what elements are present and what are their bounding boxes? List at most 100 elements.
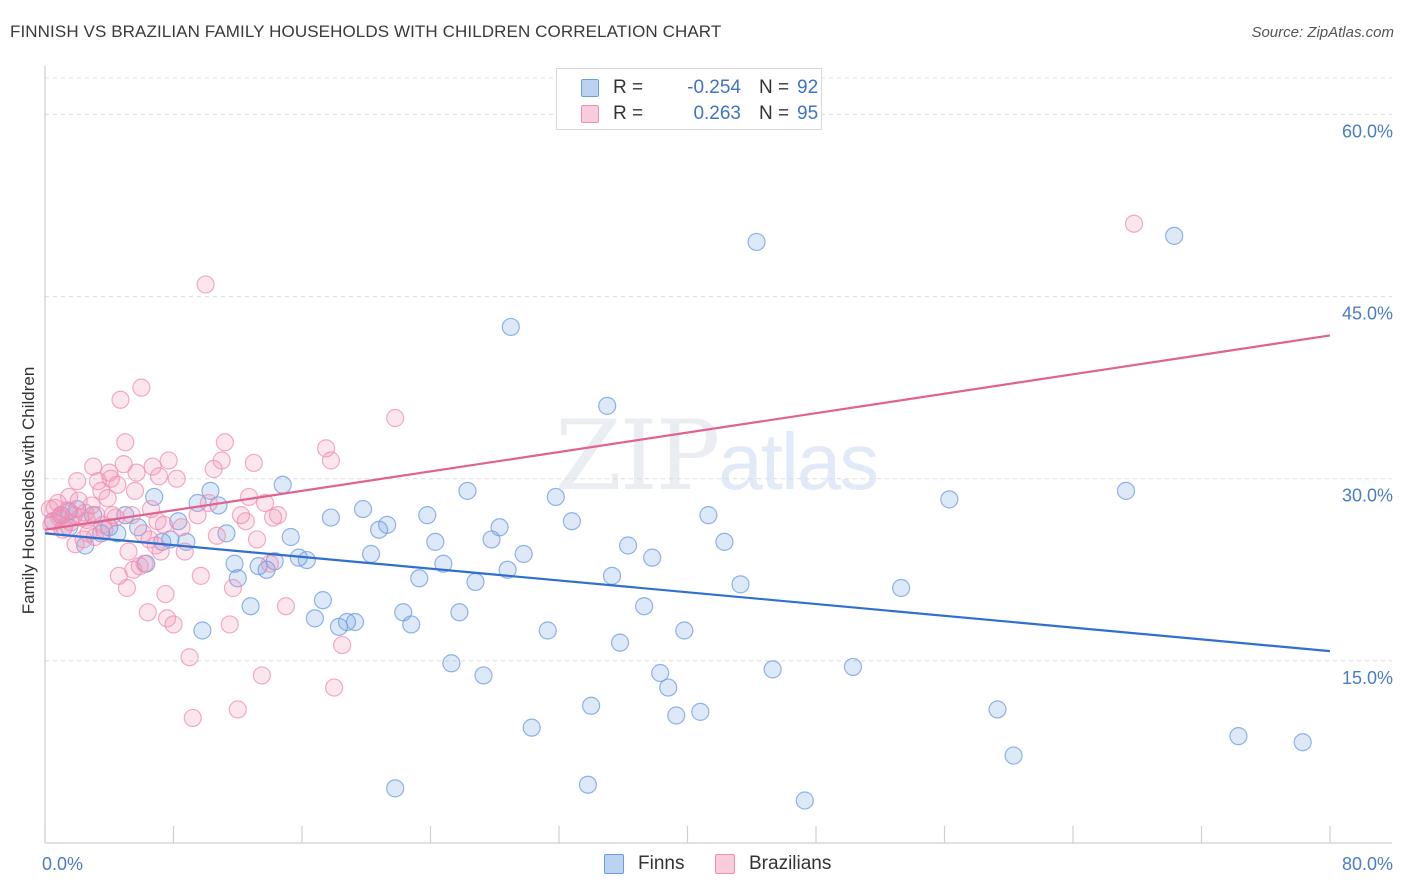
- finns-point: [241, 597, 260, 616]
- brazilians-point: [159, 451, 178, 470]
- brazilians-point: [386, 408, 405, 428]
- finns-point: [1293, 733, 1312, 752]
- brazilians-point: [215, 433, 234, 452]
- brazilians-point: [101, 469, 120, 488]
- x-tick-label-max: 80.0%: [1342, 854, 1393, 874]
- finns-point: [490, 518, 509, 537]
- finns-point: [386, 779, 405, 798]
- watermark-atlas: atlas: [718, 417, 879, 506]
- finns-point: [361, 544, 381, 564]
- finns-swatch: [581, 79, 599, 97]
- finns-point: [378, 515, 397, 534]
- finns-point: [691, 702, 710, 721]
- brazilians-point: [252, 666, 271, 685]
- brazilians-point: [196, 275, 215, 294]
- correlation-legend: R = -0.254 N = 92 R = 0.263 N = 95: [556, 68, 822, 130]
- brazilians-point: [183, 708, 202, 728]
- y-tick-label: 60.0%: [1342, 121, 1393, 141]
- y-tick-label: 30.0%: [1342, 486, 1393, 506]
- r-value: -0.254: [687, 77, 741, 98]
- zipatlas-watermark: ZIPatlas: [555, 400, 879, 512]
- brazilians-point: [74, 530, 93, 549]
- brazilians-point: [255, 493, 275, 513]
- trend-lines: [44, 334, 1331, 653]
- brazilians-point: [114, 455, 133, 474]
- finns-legend-swatch: [604, 854, 624, 874]
- finns-point: [265, 552, 284, 571]
- brazilians-point: [98, 489, 117, 508]
- brazilians-point: [59, 487, 79, 507]
- brazilians-point: [119, 542, 138, 561]
- brazilians-point: [244, 453, 263, 473]
- finns-point: [273, 475, 292, 494]
- brazilians-trend-line: [44, 334, 1331, 531]
- brazilians-point: [154, 515, 173, 534]
- finns-point: [538, 621, 557, 640]
- finns-point: [297, 550, 316, 570]
- brazilians-point: [268, 506, 288, 525]
- brazilians-point: [61, 513, 80, 532]
- finns-point: [667, 706, 686, 725]
- brazilians-point: [82, 496, 101, 515]
- finns-point: [193, 621, 212, 640]
- brazilians-point: [1124, 214, 1144, 233]
- finns-point: [731, 575, 750, 594]
- brazilians-point: [135, 554, 154, 573]
- brazilians-point: [149, 467, 169, 486]
- finns-point: [228, 569, 247, 588]
- finns-point: [474, 666, 493, 685]
- brazilians-point: [333, 635, 352, 655]
- brazilians-point: [236, 512, 255, 531]
- finns-point: [418, 506, 437, 525]
- finns-point: [610, 633, 630, 652]
- finns-point: [988, 700, 1007, 719]
- finns-point: [546, 487, 565, 507]
- brazilians-point: [156, 584, 175, 604]
- finns-trend-line: [44, 532, 1331, 653]
- finns-point: [635, 597, 654, 616]
- finns-point: [659, 678, 678, 697]
- brazilians-point: [117, 578, 137, 598]
- brazilians-point: [87, 506, 106, 525]
- finns-point: [795, 791, 814, 810]
- brazilians-point: [325, 678, 344, 697]
- finns-point: [313, 591, 332, 610]
- brazilians-point: [111, 390, 130, 409]
- finns-point: [699, 506, 718, 525]
- brazilians-point: [220, 615, 239, 634]
- brazilians-point: [138, 603, 157, 622]
- n-label: N =: [759, 77, 790, 98]
- brazilians-point: [157, 609, 177, 628]
- brazilians-point: [223, 578, 243, 598]
- brazilians-point: [228, 700, 247, 719]
- r-value: 0.263: [693, 103, 741, 124]
- brazilians-point: [133, 524, 153, 543]
- brazilians-point: [146, 536, 165, 555]
- finns-point: [305, 609, 324, 628]
- finns-point: [578, 775, 598, 794]
- finns-point: [321, 508, 341, 527]
- finns-point: [466, 572, 485, 592]
- brazilians-point: [263, 508, 283, 527]
- n-value: 95: [797, 103, 819, 124]
- brazilians-legend-label: Brazilians: [749, 853, 832, 874]
- finns-point: [345, 612, 365, 632]
- finns-point: [562, 512, 581, 531]
- finns-point: [763, 660, 782, 679]
- finns-point: [434, 554, 453, 573]
- finns-point: [353, 499, 373, 519]
- finns-point: [1165, 226, 1184, 245]
- finns-point: [1116, 481, 1136, 500]
- brazilians-legend-swatch: [715, 854, 735, 874]
- brazilians-swatch: [581, 105, 599, 123]
- finns-point: [940, 490, 959, 509]
- r-label: R =: [613, 103, 644, 124]
- brazilians-point: [132, 378, 151, 397]
- brazilians-point: [247, 530, 267, 549]
- finns-point: [651, 663, 670, 683]
- brazilians-point: [68, 472, 87, 491]
- finns-legend-label: Finns: [638, 853, 685, 874]
- axes: [44, 66, 1392, 844]
- brazilians-point: [276, 597, 296, 616]
- brazilians-point: [321, 451, 341, 470]
